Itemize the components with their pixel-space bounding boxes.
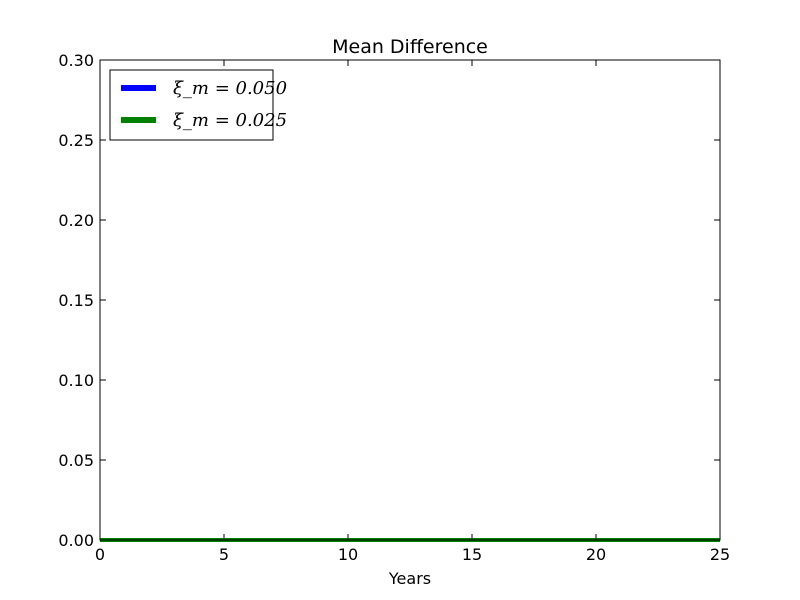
x-tick-label: 0	[95, 545, 105, 564]
y-tick-label: 0.20	[58, 211, 94, 230]
ticks-layer: 0 5 10 15 20 25 0.00 0.05 0.10 0.15 0.20 0.25 0.30	[58, 51, 730, 564]
y-tick-label: 0.15	[58, 291, 94, 310]
chart-title: Mean Difference	[332, 36, 488, 58]
legend-label-2: ξ_m = 0.025	[173, 110, 287, 131]
legend-label-1: ξ_m = 0.050	[173, 78, 287, 99]
legend: ξ_m = 0.050 ξ_m = 0.025	[109, 69, 287, 141]
x-tick-label: 20	[586, 545, 606, 564]
x-tick-label: 15	[462, 545, 482, 564]
legend-box	[109, 69, 274, 141]
y-tick-label: 0.10	[58, 371, 94, 390]
y-tick-label: 0.25	[58, 131, 94, 150]
y-tick-label: 0.30	[58, 51, 94, 70]
y-tick-label: 0.05	[58, 451, 94, 470]
x-tick-label: 25	[710, 545, 730, 564]
y-tick-label: 0.00	[58, 531, 94, 550]
x-axis-label: Years	[388, 569, 431, 588]
x-tick-label: 10	[338, 545, 358, 564]
x-tick-label: 5	[219, 545, 229, 564]
